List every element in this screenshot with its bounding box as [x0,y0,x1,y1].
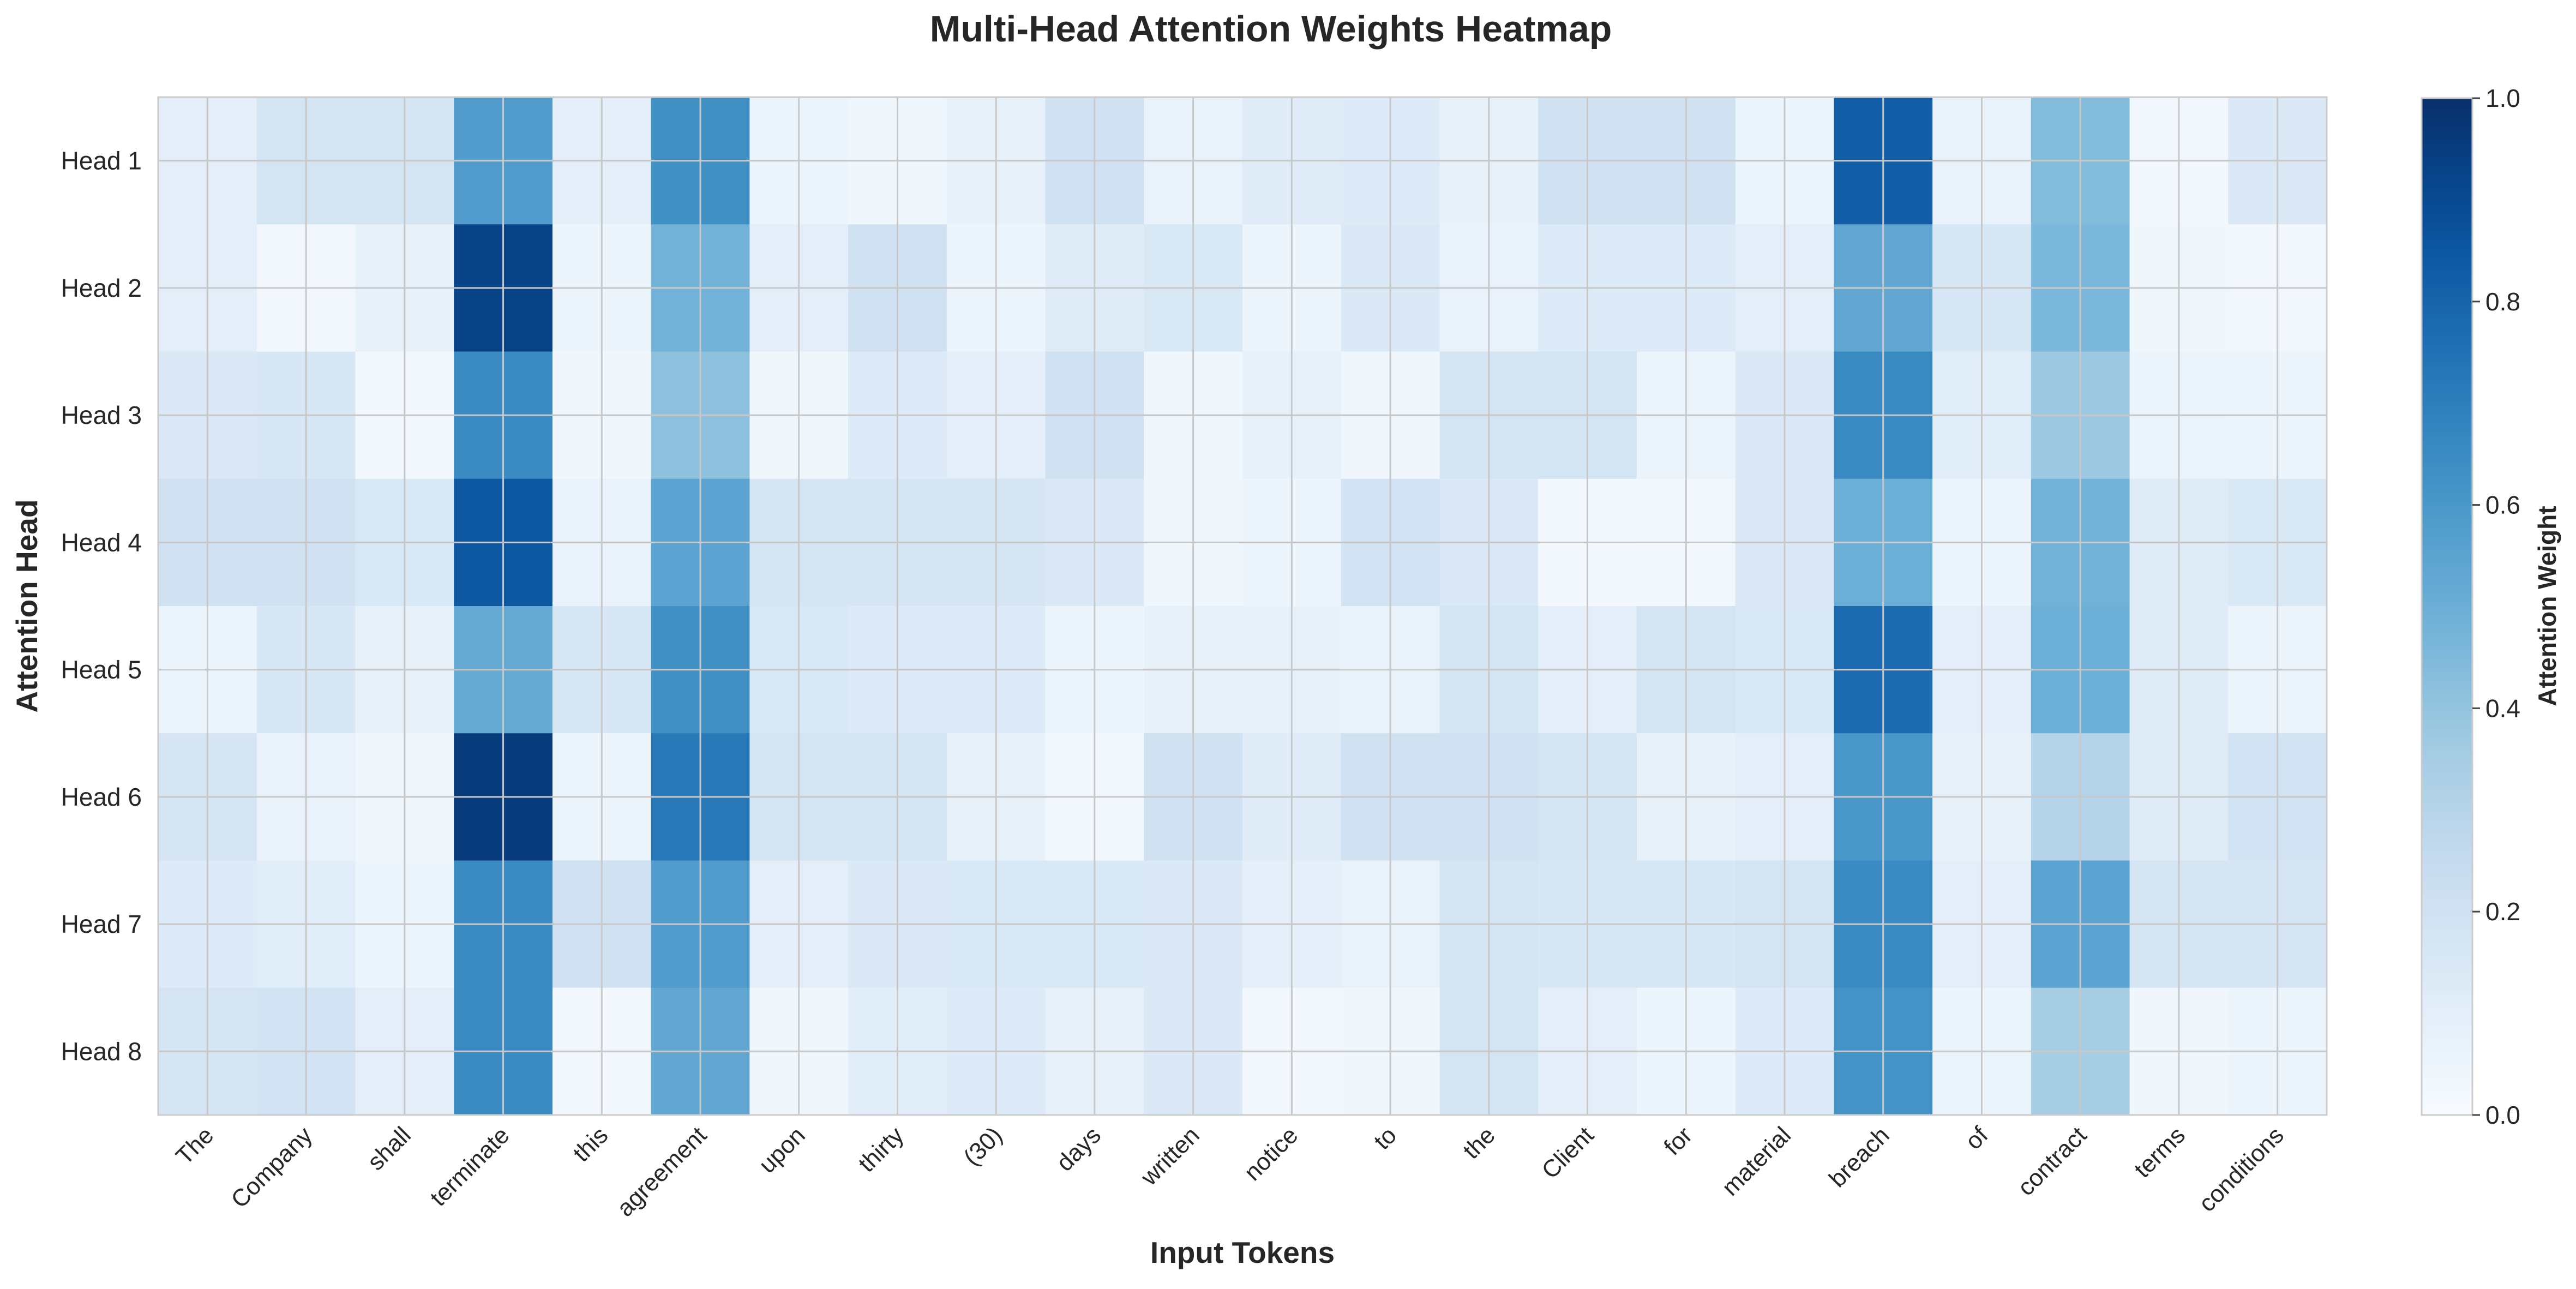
y-tick-label: Head 8 [61,1037,142,1065]
y-axis-label: Attention Head [10,499,44,712]
y-tick-labels: Head 1 Head 2 Head 3 Head 4 Head 5 Head 6 Head… [61,147,142,1066]
plot-frame [157,96,2328,1116]
colorbar-tick-label: 0.4 [2485,694,2520,722]
colorbar [2421,97,2473,1116]
colorbar-tick-label: 0.8 [2485,287,2520,316]
y-tick-label: Head 7 [61,910,142,938]
colorbar-tick-label: 0.6 [2485,491,2520,519]
y-tick-label: Head 6 [61,783,142,811]
colorbar-tick-label: 0.2 [2485,897,2520,926]
y-tick-label: Head 1 [61,147,142,175]
y-tick-label: Head 2 [61,274,142,302]
chart-title: Multi-Head Attention Weights Heatmap [930,8,1612,50]
y-tick-label: Head 3 [61,401,142,429]
colorbar-label: Attention Weight [2533,506,2561,706]
colorbar-tick-label: 0.0 [2485,1101,2520,1129]
heatmap-cells [158,97,2327,1116]
y-tick-label: Head 5 [61,656,142,684]
y-tick-label: Head 4 [61,528,142,556]
heatmap-gridlines [158,97,2327,1115]
x-axis-label: Input Tokens [1150,1236,1335,1269]
colorbar-ticks: 0.0 0.2 0.4 0.6 0.8 1.0 [2472,84,2520,1129]
colorbar-tick-label: 1.0 [2485,84,2520,112]
